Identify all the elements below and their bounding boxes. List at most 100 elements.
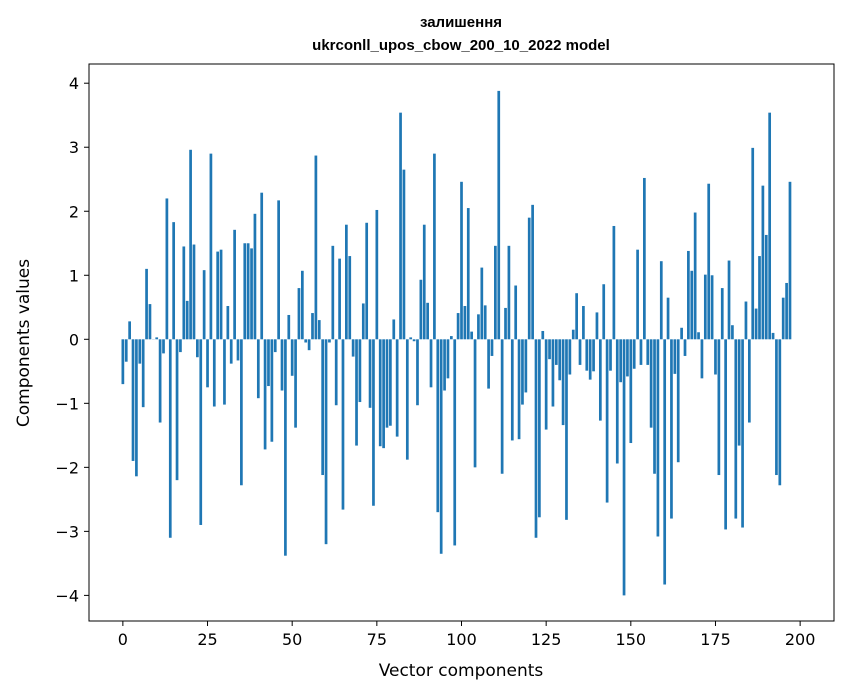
y-tick-label: −4 (55, 586, 79, 605)
bar (510, 339, 514, 441)
bar (290, 339, 294, 376)
bar (710, 275, 714, 340)
bar (747, 339, 751, 423)
bar (480, 267, 484, 340)
bar (517, 339, 521, 440)
bar (429, 339, 433, 388)
bar (372, 339, 375, 506)
bar (663, 339, 667, 585)
bar (375, 209, 379, 340)
bar (229, 339, 233, 364)
bar (439, 339, 443, 554)
bar (602, 284, 606, 340)
y-tick-label: −1 (55, 394, 79, 413)
bar (632, 339, 636, 369)
bar (226, 306, 230, 340)
bar (182, 246, 186, 340)
bar (341, 339, 345, 510)
bar (168, 339, 172, 538)
x-tick-label: 50 (282, 630, 302, 649)
x-axis-ticks: 0 25 50 75 100 125 150 175 200 (118, 621, 815, 649)
bar (405, 339, 409, 460)
bar (395, 339, 399, 437)
bar (768, 112, 772, 340)
bar (141, 339, 145, 408)
bar (592, 339, 595, 372)
bar (551, 339, 555, 407)
bar (165, 198, 169, 340)
bar (240, 339, 243, 486)
bar (382, 339, 385, 449)
bar (548, 339, 551, 360)
bar (741, 339, 744, 528)
bar (615, 339, 619, 464)
bar (172, 222, 176, 340)
bar (744, 301, 748, 340)
bar (331, 245, 335, 340)
bar (324, 339, 328, 545)
bar (527, 217, 531, 340)
bar (497, 90, 501, 340)
bar (521, 339, 524, 405)
bar (145, 268, 148, 340)
bar (345, 224, 348, 340)
bar (121, 339, 125, 385)
bar (196, 339, 199, 358)
bar (348, 256, 352, 340)
bar (334, 339, 338, 406)
bar (785, 282, 788, 340)
bar (311, 313, 314, 340)
bar (693, 212, 697, 340)
bar (256, 339, 260, 399)
bar (646, 339, 650, 365)
bar (294, 339, 297, 428)
x-tick-label: 25 (197, 630, 217, 649)
bar (219, 249, 223, 340)
bar (260, 192, 264, 340)
bar (656, 339, 660, 537)
bar (622, 339, 626, 596)
bar (300, 270, 304, 340)
bar (399, 112, 402, 340)
bar (683, 339, 687, 356)
bar (714, 339, 717, 375)
bar (158, 339, 162, 423)
bar (639, 339, 643, 365)
bar (280, 339, 284, 391)
bar (422, 224, 426, 340)
bar (477, 314, 480, 340)
bar (135, 339, 138, 477)
bar (626, 339, 629, 377)
bar (612, 225, 616, 340)
bar (189, 149, 192, 340)
bar (470, 331, 474, 340)
x-tick-label: 75 (367, 630, 387, 649)
bar (643, 177, 646, 340)
bar (209, 153, 213, 340)
bar (358, 339, 362, 403)
bar (670, 339, 673, 519)
bar (216, 251, 220, 340)
bar (507, 245, 511, 340)
bar (243, 243, 247, 340)
y-tick-label: 3 (69, 138, 79, 157)
bar (524, 339, 528, 393)
x-tick-label: 100 (446, 630, 477, 649)
bar (355, 339, 358, 446)
y-axis-ticks: −4 −3 −2 −1 0 1 2 3 4 (55, 74, 89, 605)
bar (138, 339, 142, 364)
bar (500, 339, 504, 474)
bar (466, 208, 470, 340)
bar (409, 337, 413, 340)
bar (788, 181, 792, 340)
bar (250, 248, 253, 340)
bar (446, 339, 450, 379)
bar (124, 339, 128, 362)
chart-title: залишення (420, 14, 502, 31)
bar (436, 339, 440, 513)
bar (185, 300, 189, 340)
bar (531, 204, 534, 340)
bar (443, 339, 446, 391)
